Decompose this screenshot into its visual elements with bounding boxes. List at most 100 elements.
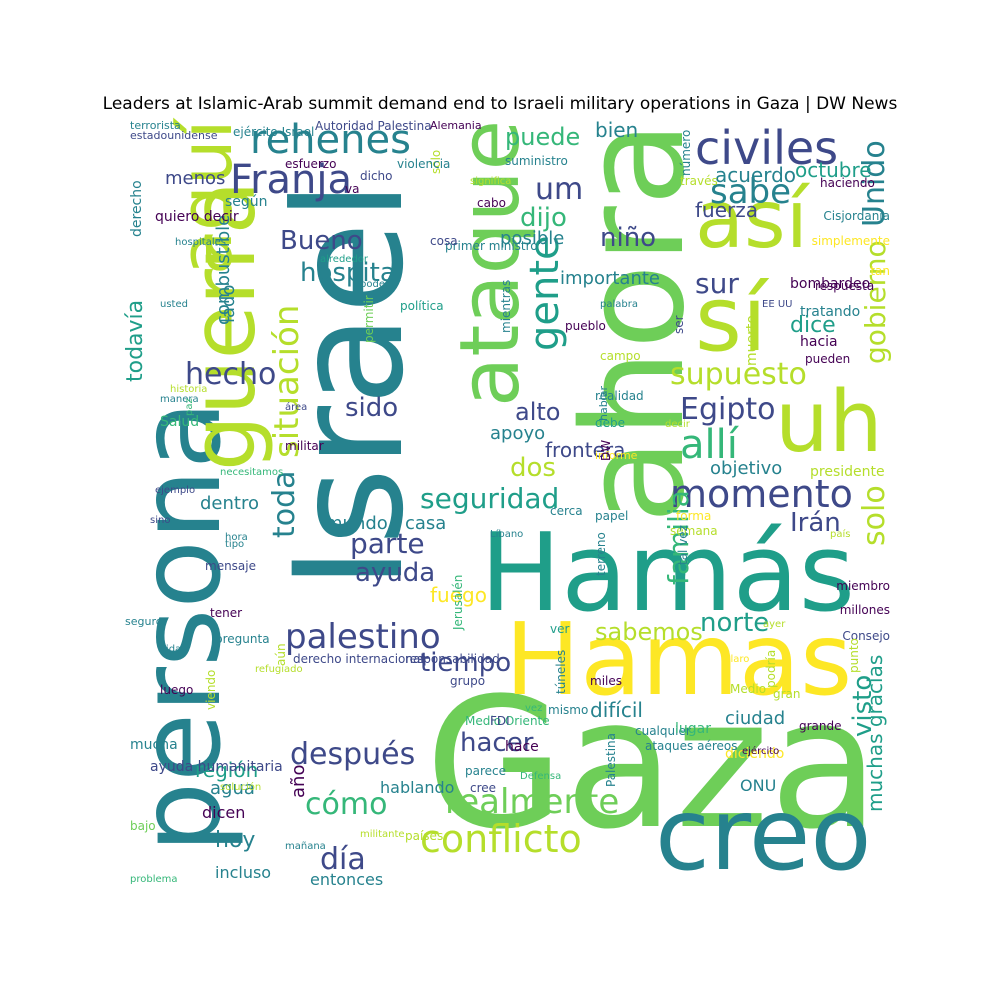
- word-palestino: palestino: [285, 617, 441, 657]
- word-sur: sur: [695, 267, 739, 300]
- word-gobierno: gobierno: [859, 240, 892, 364]
- word-menos: menos: [165, 168, 226, 189]
- word-importante: importante: [560, 268, 661, 289]
- word-dificil: difícil: [590, 698, 643, 722]
- word-realidad: realidad: [595, 389, 644, 403]
- word-ayer: ayer: [763, 619, 786, 630]
- word-lugar: lugar: [675, 721, 711, 737]
- word-tener: tener: [210, 606, 243, 620]
- word-pueden: pueden: [805, 352, 851, 366]
- word-acuerdo: acuerdo: [715, 163, 797, 187]
- word-civiles: civiles: [695, 121, 839, 175]
- word-hospital: hospital: [300, 258, 404, 288]
- word-manera: manera: [160, 394, 199, 405]
- word-despues: después: [290, 737, 416, 772]
- word-casa: casa: [405, 513, 447, 534]
- word-claro: claro: [725, 654, 750, 665]
- word-libano: Líbano: [490, 529, 524, 540]
- word-cloud: Israel Gaza Hamás ahora persona Hamas creo guer…: [116, 117, 892, 893]
- word-mucha: mucha: [130, 737, 178, 753]
- word-segun: según: [225, 194, 268, 210]
- word-toda: toda: [267, 470, 302, 538]
- word-hamas: Hamás: [480, 511, 856, 636]
- word-miles: miles: [590, 674, 622, 688]
- word-mientras: mientras: [499, 279, 513, 333]
- word-frontera: frontera: [545, 438, 626, 462]
- word-todavia: todavía: [123, 299, 148, 382]
- word-bombardeo: bombardeo: [790, 276, 871, 292]
- word-puede: puede: [505, 123, 581, 151]
- word-grande: grande: [799, 719, 842, 733]
- word-refugiado: refugiado: [255, 664, 303, 675]
- word-ejercito: ejército: [742, 746, 780, 757]
- word-diciendo: diciendo: [725, 746, 785, 762]
- word-supuesto: supuesto: [670, 357, 807, 392]
- word-mundo: mundo: [325, 513, 388, 534]
- word-problema: problema: [130, 874, 178, 885]
- word-dw: DW: [599, 439, 613, 461]
- word-usted: usted: [160, 299, 188, 310]
- word-hacia: hacia: [800, 334, 838, 350]
- word-hace: hace: [505, 739, 539, 755]
- word-medio-oriente: Medio Oriente: [465, 714, 550, 728]
- word-objetivo: objetivo: [710, 458, 783, 479]
- word-ayuda: ayuda: [355, 558, 436, 588]
- word-ciudad: ciudad: [725, 708, 786, 729]
- word-militar: militar: [285, 439, 324, 453]
- word-dia: día: [320, 842, 366, 877]
- word-va: va: [345, 182, 360, 196]
- word-permitir: permitir: [362, 295, 376, 343]
- word-dos: dos: [510, 453, 556, 483]
- word-norte: norte: [700, 608, 770, 638]
- word-podria: podría: [764, 649, 778, 688]
- word-bien: bien: [595, 118, 639, 142]
- word-historia: historia: [170, 384, 208, 395]
- word-ver: ver: [550, 622, 570, 636]
- word-forma: forma: [676, 509, 712, 523]
- word-numero: número: [679, 129, 693, 176]
- word-iran: Irán: [790, 508, 841, 538]
- word-fdi: FDI: [490, 714, 510, 728]
- word-hoy: hoy: [215, 828, 256, 853]
- word-ser: ser: [672, 315, 686, 334]
- word-parte: parte: [350, 527, 425, 560]
- word-pais: país: [830, 529, 851, 540]
- word-hablando: hablando: [380, 778, 455, 797]
- word-tratando: tratando: [800, 304, 861, 320]
- word-sabemos: sabemos: [595, 618, 703, 646]
- word-paz: paz: [184, 398, 195, 416]
- word-solucion: solución: [220, 782, 262, 793]
- word-lado: lado: [218, 284, 239, 323]
- word-seguridad: seguridad: [420, 482, 560, 515]
- word-hamas: Hamas: [505, 601, 853, 718]
- word-ejercito-israel: ejército Israel: [233, 125, 315, 139]
- word-pregunta: pregunta: [215, 632, 270, 646]
- word-alrededor: alrededor: [320, 254, 369, 265]
- word-como: cómo: [305, 787, 388, 822]
- word-respuesta: respuesta: [815, 279, 875, 293]
- word-fuego: fuego: [430, 583, 487, 607]
- word-dentro: dentro: [200, 493, 259, 514]
- word-ano: año: [288, 764, 309, 798]
- word-dice: dice: [790, 313, 836, 338]
- word-vida: vida: [160, 644, 182, 655]
- word-apoyo: apoyo: [490, 423, 546, 444]
- word-punto: punto: [847, 638, 861, 673]
- word-semana: semana: [670, 524, 718, 538]
- word-incluso: incluso: [215, 863, 272, 882]
- word-jerusalen: Jerusalén: [451, 574, 465, 630]
- word-derecho-internacional: derecho internacional: [293, 652, 424, 666]
- word-creo: creo: [655, 776, 872, 893]
- word-solo: solo: [857, 485, 892, 546]
- word-decir: decir: [665, 419, 690, 430]
- word-momento: momento: [670, 472, 853, 516]
- word-sino: sino: [150, 515, 171, 526]
- word-dijo: dijo: [520, 203, 567, 233]
- word-mismo: mismo: [548, 703, 589, 717]
- word-tuneles: túneles: [554, 649, 568, 694]
- word-presidente: presidente: [810, 464, 885, 480]
- word-derecho: derecho: [129, 180, 145, 237]
- word-rehenes: rehenes: [250, 117, 411, 163]
- word-sido: sido: [345, 393, 399, 423]
- word-alemania: Alemania: [430, 119, 482, 132]
